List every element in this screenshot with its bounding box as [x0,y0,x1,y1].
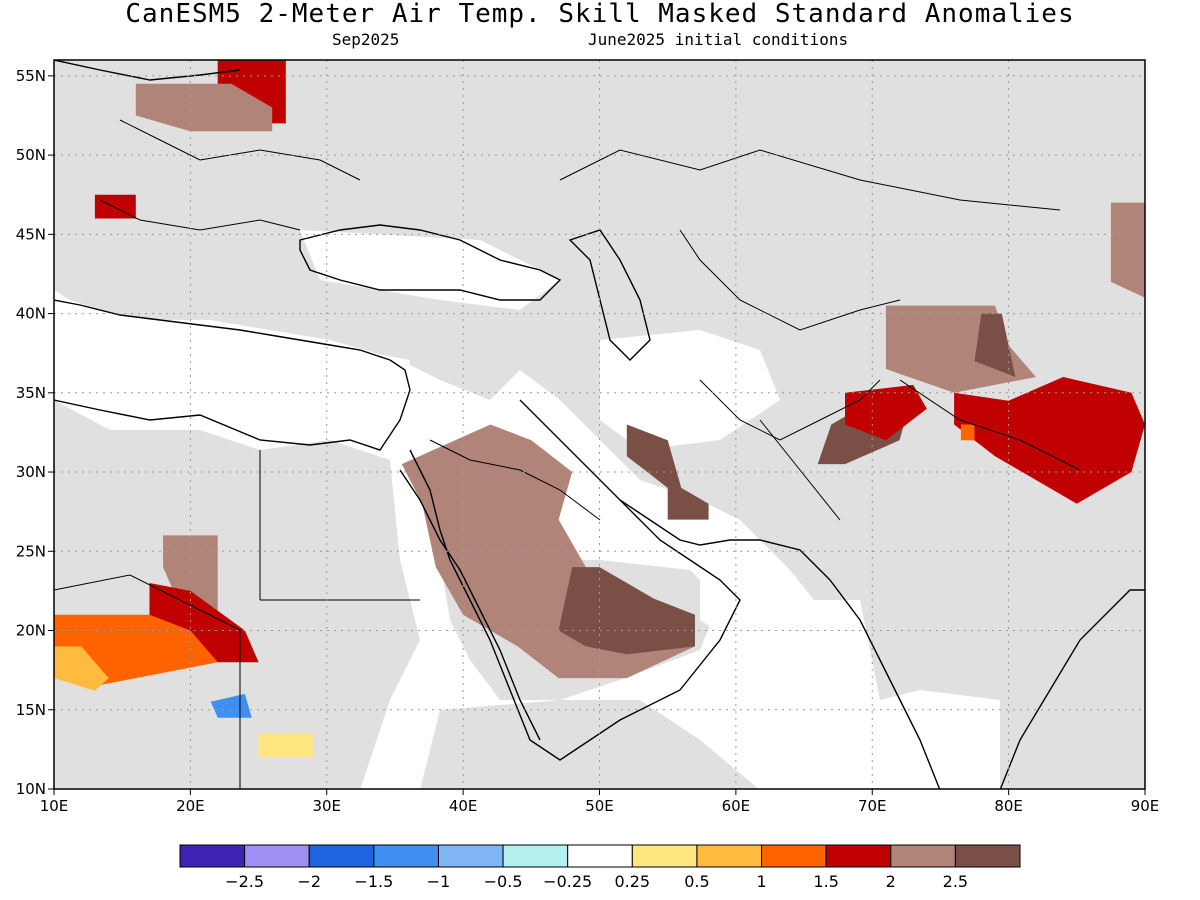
coastlines [54,60,1145,789]
colorbar-label: 1.5 [813,872,838,891]
colorbar-swatch [308,844,375,868]
y-tick-label: 45N [16,225,46,243]
initial-conditions: June2025 initial conditions [588,30,849,49]
colorbar-label: 2 [886,872,896,891]
valid-month: Sep2025 [332,30,400,49]
colorbar-label: −1.5 [354,872,393,891]
map-title: CanESM5 2-Meter Air Temp. Skill Masked S… [125,0,1075,29]
x-tick-label: 70E [858,797,887,815]
colorbar-swatch [890,844,956,868]
x-tick-label: 10E [40,797,69,815]
anomaly-regions [54,60,1145,758]
colorbar-label: −2 [297,872,321,891]
anomaly-region-pakistan-red [845,384,927,441]
colorbar-swatch [437,844,504,868]
y-tick-label: 10N [16,780,46,798]
anomaly-region-himalaya-orange [960,424,975,441]
colorbar-label: −2.5 [225,872,264,891]
anomaly-region-tajik-core [974,313,1016,377]
x-tick-label: 30E [312,797,341,815]
anomaly-region-chad-blue [210,693,252,718]
x-tick-label: 60E [722,797,751,815]
colorbar-label: 2.5 [943,872,968,891]
colorbar-swatch [373,844,439,868]
colorbar-swatch [244,844,310,868]
y-tick-label: 30N [16,463,46,481]
x-tick-label: 40E [449,797,478,815]
colorbar-label: 0.25 [614,872,650,891]
y-tick-label: 20N [16,622,46,640]
y-tick-label: 50N [16,146,46,164]
anomaly-region-libya-yellow [54,646,109,691]
colorbar-label: −0.5 [484,872,523,891]
colorbar-label: 1 [756,872,766,891]
anomaly-region-ukraine-north [135,83,273,132]
borders [54,119,1081,789]
colorbar-label: −1 [427,872,451,891]
colorbar-swatch [696,844,763,868]
gridlines [54,60,1145,789]
anomaly-region-iran [626,424,709,520]
latitude-axis: 10N 15N 20N 25N 30N 35N 40N 45N 50N 55N [16,67,54,798]
y-tick-label: 55N [16,67,46,85]
colorbar-label: −0.25 [543,872,592,891]
colorbar-label: 0.5 [684,872,709,891]
colorbar-swatch [502,844,569,868]
colorbar-swatch [954,844,1021,868]
anomaly-region-sudan-yellow [258,733,314,758]
y-tick-label: 15N [16,701,46,719]
colorbar: −2.5 −2 −1.5 −1 −0.5 −0.25 0.25 0.5 1 1.5 2 2.5 [179,844,1021,891]
longitude-axis: 10E 20E 30E 40E 50E 60E 70E 80E 90E [40,789,1160,815]
anomaly-region-rub-al-khali [558,567,695,655]
colorbar-swatch [631,844,698,868]
x-tick-label: 50E [585,797,614,815]
y-tick-label: 25N [16,542,46,560]
x-tick-label: 20E [176,797,205,815]
x-tick-label: 90E [1131,797,1160,815]
colorbar-swatch [179,844,246,868]
colorbar-swatch [761,844,827,868]
anomaly-region-tibet-east [1110,202,1145,298]
anomaly-region-sahara-red [149,583,259,663]
y-tick-label: 35N [16,384,46,402]
colorbar-swatch [567,844,633,868]
x-tick-label: 80E [994,797,1023,815]
colorbar-swatch [825,844,892,868]
y-tick-label: 40N [16,305,46,323]
